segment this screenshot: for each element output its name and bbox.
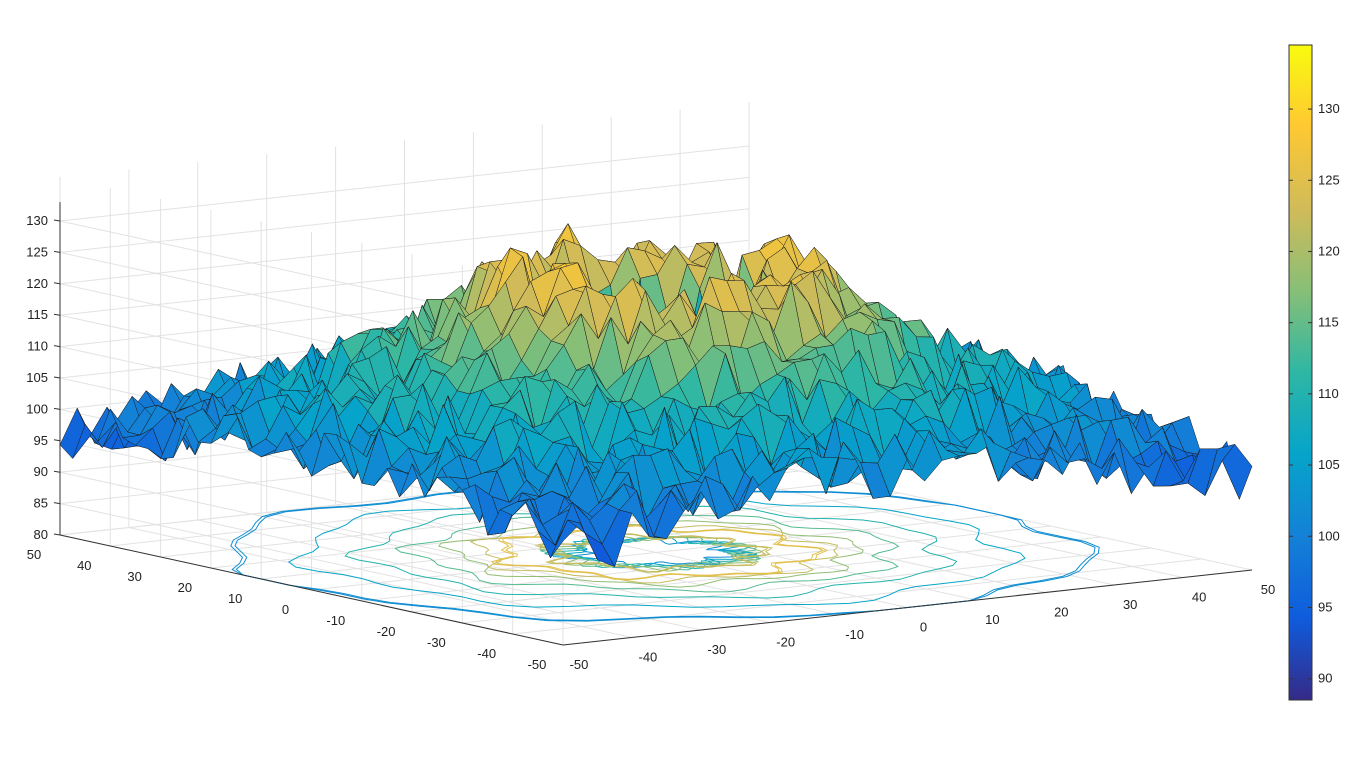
y-tick-label: -50 — [528, 657, 547, 672]
z-tick-label: 90 — [34, 464, 48, 479]
colorbar-tick-label: 105 — [1318, 457, 1340, 472]
y-tick-label: 10 — [228, 591, 242, 606]
z-tick-label: 95 — [34, 433, 48, 448]
contour-line — [535, 533, 774, 573]
colorbar-tick-label: 90 — [1318, 671, 1332, 686]
x-tick-label: 10 — [985, 612, 999, 627]
colorbar-tick-label: 110 — [1318, 386, 1339, 401]
contour-line — [438, 519, 864, 588]
z-tick-label: 115 — [27, 307, 48, 322]
z-tick-label: 105 — [26, 370, 48, 385]
x-tick-label: 30 — [1123, 597, 1137, 612]
axes-frame — [59, 202, 1253, 646]
y-tick-label: -40 — [477, 646, 496, 661]
y-tick-label: 20 — [178, 580, 192, 595]
y-tick-label: 50 — [27, 547, 41, 562]
contour-line — [539, 534, 763, 572]
z-tick-label: 80 — [34, 527, 48, 542]
z-tick-label: 110 — [27, 339, 48, 354]
z-tick-mark — [53, 345, 61, 348]
z-tick-mark — [53, 282, 61, 285]
y-tick-label: 30 — [127, 569, 141, 584]
contour-line — [495, 525, 824, 580]
z-tick-mark — [53, 376, 61, 379]
x-tick-label: -50 — [570, 657, 589, 672]
x-axis-ticks: -50 -40 -30 -20 -10 0 10 20 30 40 50 — [570, 582, 1276, 672]
z-tick-mark — [53, 470, 61, 473]
colorbar: 90 95 100 105 110 115 120 125 130 — [1288, 44, 1340, 701]
z-tick-mark — [53, 407, 61, 410]
y-axis-line — [59, 534, 564, 646]
x-tick-label: -30 — [707, 642, 726, 657]
z-tick-mark — [53, 219, 61, 222]
z-tick-label: 125 — [26, 244, 48, 259]
x-axis-line — [562, 569, 1253, 646]
y-tick-label: -30 — [427, 635, 446, 650]
z-tick-label: 130 — [26, 213, 48, 228]
contour-line — [491, 524, 829, 581]
x-tick-label: 0 — [920, 620, 927, 635]
y-tick-label: 0 — [282, 602, 289, 617]
colorbar-tick-label: 95 — [1318, 599, 1332, 614]
colorbar-tick-label: 125 — [1318, 172, 1340, 187]
x-tick-label: -20 — [776, 635, 795, 650]
z-tick-label: 85 — [34, 496, 48, 511]
y-tick-label: -10 — [326, 613, 345, 628]
z-axis-ticks: 80 85 90 95 100 105 110 115 120 125 130 — [26, 213, 61, 542]
colorbar-tick-label: 100 — [1318, 528, 1340, 543]
x-tick-label: -40 — [639, 650, 658, 665]
colorbar-tick-label: 115 — [1318, 315, 1339, 330]
x-tick-label: 40 — [1192, 590, 1206, 605]
y-tick-label: 40 — [77, 558, 91, 573]
y-tick-label: -20 — [377, 624, 396, 639]
x-tick-label: 20 — [1054, 605, 1068, 620]
surface-patch — [1221, 443, 1253, 500]
y-axis-ticks: -50 -40 -30 -20 -10 0 10 20 30 40 50 — [27, 547, 547, 672]
z-tick-mark — [53, 502, 61, 505]
colorbar-tick-label: 130 — [1318, 101, 1340, 116]
z-tick-mark — [53, 533, 61, 536]
z-tick-label: 120 — [26, 276, 48, 291]
x-tick-label: -10 — [845, 627, 864, 642]
z-tick-mark — [53, 250, 61, 253]
surface-mesh — [59, 222, 1253, 568]
colorbar-gradient — [1288, 44, 1313, 701]
z-tick-mark — [53, 439, 61, 442]
z-tick-label: 100 — [26, 401, 48, 416]
colorbar-tick-label: 120 — [1318, 243, 1340, 258]
z-tick-mark — [53, 313, 61, 316]
x-tick-label: 50 — [1261, 582, 1275, 597]
